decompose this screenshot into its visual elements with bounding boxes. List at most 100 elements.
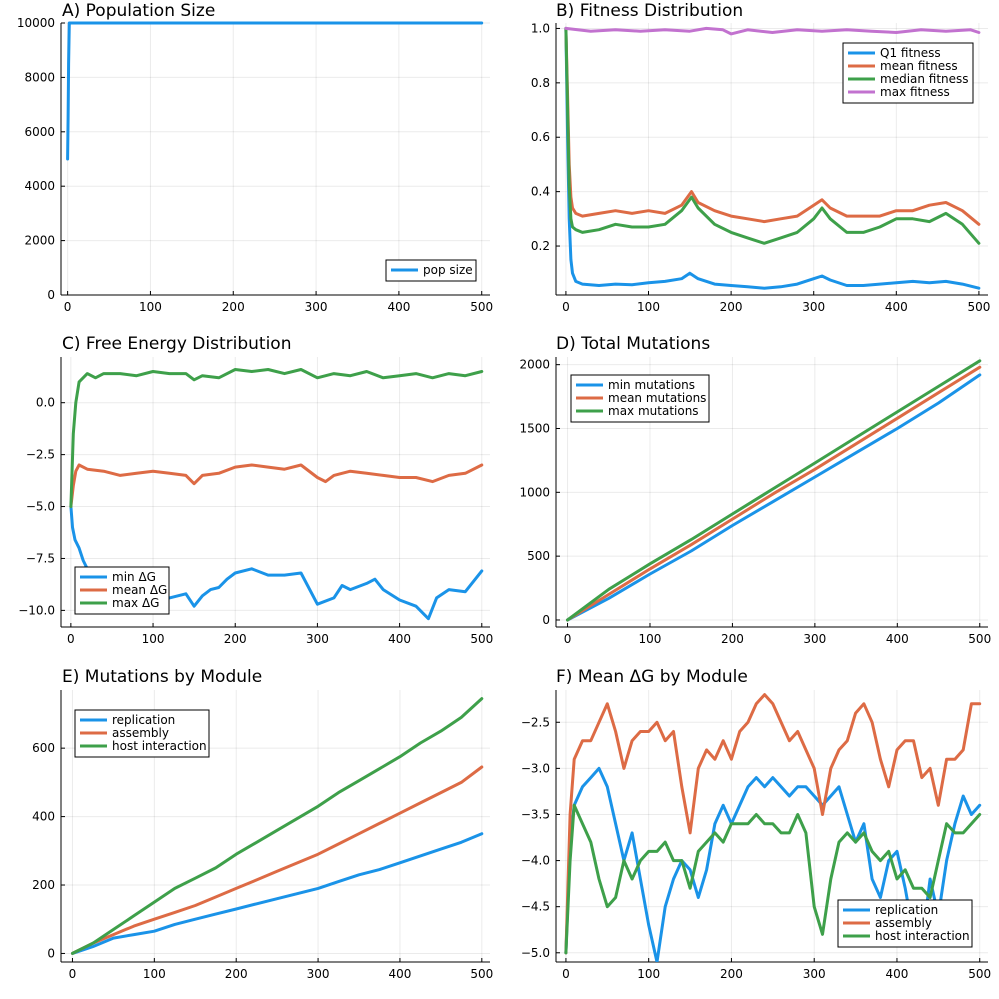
y-tick-label: −5.0	[26, 500, 55, 514]
x-tick-label: 500	[470, 967, 493, 981]
x-tick-label: 300	[803, 967, 826, 981]
y-tick-label: 0.6	[531, 130, 550, 144]
x-tick-label: 500	[968, 967, 991, 981]
x-tick-label: 0	[64, 300, 72, 314]
series-line-min-mutations	[566, 373, 982, 622]
y-tick-label: 1.0	[531, 21, 550, 35]
y-tick-label: −2.5	[26, 448, 55, 462]
y-tick-label: 4000	[24, 179, 55, 193]
legend-label: Q1 fitness	[880, 46, 941, 60]
y-tick-label: 2000	[24, 234, 55, 248]
y-tick-label: 500	[527, 549, 550, 563]
x-tick-label: 400	[388, 632, 411, 646]
x-tick-label: 200	[222, 300, 245, 314]
y-tick-label: 10000	[17, 16, 55, 30]
x-tick-label: 0	[562, 300, 570, 314]
legend-label: median fitness	[880, 72, 969, 86]
panel-e: E) Mutations by Module 0 100 200 300 400 500 0 2…	[32, 667, 493, 981]
x-tick-label: 500	[470, 632, 493, 646]
panel-a: A) Population Size 0 100 200 300 400 500 0 2000 4…	[17, 1, 493, 314]
y-tick-label: −4.5	[521, 900, 550, 914]
legend-label: replication	[875, 903, 938, 917]
y-tick-label: 0.2	[531, 239, 550, 253]
x-tick-label: 100	[639, 632, 662, 646]
x-tick-label: 200	[225, 967, 248, 981]
y-tick-label: 400	[32, 810, 55, 824]
legend-label: min mutations	[608, 378, 695, 392]
x-tick-label: 300	[307, 967, 330, 981]
legend: pop size	[385, 259, 477, 282]
y-tick-label: 1000	[519, 485, 550, 499]
x-tick-label: 200	[720, 967, 743, 981]
x-tick-label: 500	[968, 632, 991, 646]
legend-box	[385, 259, 477, 282]
x-tick-label: 200	[721, 632, 744, 646]
series-line-max-mutations	[566, 359, 982, 622]
x-tick-label: 400	[886, 632, 909, 646]
panel-title: B) Fitness Distribution	[556, 1, 743, 21]
x-tick-label: 0	[562, 967, 570, 981]
panel-c: C) Free Energy Distribution 0 100 200 300 400…	[18, 334, 493, 646]
series-line-median-fitness	[564, 26, 981, 245]
y-tick-label: 0	[47, 288, 55, 302]
x-tick-label: 500	[470, 300, 493, 314]
x-tick-label: 100	[637, 300, 660, 314]
legend-label: max ΔG	[112, 596, 159, 610]
x-tick-label: 300	[305, 300, 328, 314]
legend-label: pop size	[423, 263, 473, 277]
y-tick-label: −10.0	[18, 603, 55, 617]
y-tick-label: −5.0	[521, 946, 550, 960]
x-tick-label: 400	[387, 300, 410, 314]
series-line-mean-mutations	[566, 365, 982, 622]
x-tick-label: 100	[142, 632, 165, 646]
x-tick-label: 0	[564, 632, 572, 646]
legend-label: mean ΔG	[112, 583, 167, 597]
x-tick-label: 300	[306, 632, 329, 646]
series-line-mean-fitness	[564, 26, 981, 226]
panel-title: F) Mean ΔG by Module	[556, 667, 748, 687]
x-tick-label: 400	[886, 967, 909, 981]
y-tick-label: 0	[47, 946, 55, 960]
series-line-assembly	[564, 693, 982, 955]
x-tick-label: 300	[803, 632, 826, 646]
series-line-pop-size	[66, 21, 484, 161]
y-tick-label: 0.0	[36, 396, 55, 410]
x-tick-label: 400	[388, 967, 411, 981]
legend-label: replication	[112, 713, 175, 727]
x-tick-label: 300	[802, 300, 825, 314]
y-tick-label: −3.5	[521, 807, 550, 821]
series-line-assembly	[71, 765, 484, 955]
panel-f: F) Mean ΔG by Module 0 100 200 300 400 500 −5.0…	[521, 667, 991, 981]
y-tick-label: −2.5	[521, 715, 550, 729]
x-tick-label: 0	[69, 967, 77, 981]
legend-label: host interaction	[875, 929, 970, 943]
series-line-max-fitness	[564, 26, 981, 36]
y-tick-label: 8000	[24, 70, 55, 84]
y-tick-label: 0.8	[531, 76, 550, 90]
series-line-host-interaction	[564, 803, 982, 955]
series-line-q1-fitness	[564, 26, 981, 290]
panel-b: B) Fitness Distribution 0 100 200 300 400 500 0…	[531, 1, 990, 314]
y-tick-label: 600	[32, 741, 55, 755]
x-tick-label: 100	[637, 967, 660, 981]
y-tick-label: 0	[542, 613, 550, 627]
y-tick-label: −3.0	[521, 761, 550, 775]
x-tick-label: 100	[139, 300, 162, 314]
y-tick-label: −4.0	[521, 854, 550, 868]
y-tick-label: 200	[32, 878, 55, 892]
y-tick-label: −7.5	[26, 551, 55, 565]
panel-title: E) Mutations by Module	[62, 667, 262, 687]
legend-label: max mutations	[608, 404, 699, 418]
legend-label: mean fitness	[880, 59, 958, 73]
legend-label: max fitness	[880, 85, 950, 99]
panel-title: D) Total Mutations	[556, 334, 710, 354]
y-tick-label: 0.4	[531, 185, 550, 199]
x-tick-label: 200	[224, 632, 247, 646]
legend-label: min ΔG	[112, 570, 156, 584]
